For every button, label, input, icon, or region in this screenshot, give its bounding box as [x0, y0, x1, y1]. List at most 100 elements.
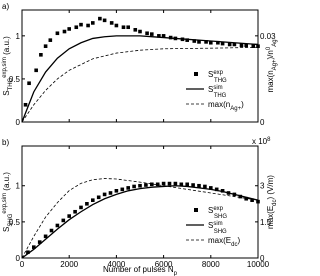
text-part: exp	[213, 70, 223, 76]
data-point	[220, 189, 225, 193]
text-part: 0	[266, 46, 272, 50]
data-point	[23, 102, 28, 107]
text-part: x 10	[252, 137, 268, 146]
plot-frame	[21, 9, 259, 123]
data-point	[39, 53, 43, 57]
y-tick-label: 0.5	[9, 75, 21, 84]
data-line	[21, 46, 259, 123]
data-point	[91, 198, 95, 202]
text-part: S	[2, 90, 11, 95]
data-point	[98, 16, 102, 21]
text-part: )	[241, 100, 244, 109]
legend-marker	[194, 208, 198, 212]
data-point	[48, 38, 53, 42]
data-point	[109, 21, 114, 25]
data-point	[61, 218, 66, 223]
text-part: max(n	[266, 70, 275, 92]
data-point	[121, 25, 126, 30]
text-part: S	[2, 227, 11, 232]
data-point	[185, 182, 189, 187]
data-point	[133, 28, 138, 32]
data-point	[150, 32, 154, 36]
legend-label: Sexp THG	[208, 70, 227, 84]
data-point	[67, 214, 71, 218]
text-part: S	[208, 206, 213, 215]
text-part: S	[208, 85, 213, 94]
data-point	[73, 209, 77, 214]
data-point	[185, 38, 189, 42]
x-tick-label: 0	[20, 260, 25, 269]
data-point	[114, 189, 119, 193]
data-point	[197, 40, 201, 44]
y-tick-label: 1	[16, 182, 21, 191]
data-line	[21, 185, 259, 259]
data-point	[132, 184, 136, 189]
legend-marker	[194, 72, 198, 76]
text-part: (a.u.)	[2, 36, 11, 57]
text-part: 8	[267, 137, 271, 143]
data-point	[220, 41, 225, 46]
text-part: )	[237, 236, 240, 245]
data-point	[55, 31, 60, 36]
data-point	[96, 195, 101, 200]
y2-tick-label: 0	[260, 118, 265, 127]
panel-label: a)	[2, 2, 9, 11]
data-point	[114, 23, 119, 28]
data-point	[161, 181, 166, 186]
data-point	[150, 182, 154, 187]
data-point	[250, 198, 254, 202]
text-part: dc	[272, 199, 278, 205]
x-tick-label: 6000	[155, 260, 173, 269]
data-line	[21, 35, 259, 123]
data-point	[256, 44, 260, 48]
text-part: S	[208, 70, 213, 79]
x-tick-label: 10000	[247, 260, 270, 269]
data-point	[155, 182, 160, 187]
data-point	[244, 196, 248, 201]
data-point	[43, 44, 48, 48]
data-point	[108, 191, 113, 195]
data-point	[26, 250, 30, 255]
data-point	[32, 245, 36, 249]
x-tick-label: 8000	[202, 260, 220, 269]
data-point	[179, 182, 184, 187]
data-point	[138, 183, 142, 188]
y-axis-label: SSHGexp,sim (a.u.)	[2, 172, 14, 232]
text-part: dc	[231, 242, 237, 248]
data-point	[37, 240, 42, 244]
data-point	[161, 34, 166, 38]
data-point	[191, 183, 195, 187]
data-point	[74, 25, 79, 30]
data-point	[138, 29, 142, 34]
y2-tick-label: 0	[260, 254, 265, 263]
data-point	[43, 234, 48, 239]
data-point	[232, 42, 237, 47]
data-point	[85, 202, 89, 206]
text-part: ) (V/m)	[266, 175, 275, 200]
data-point	[157, 34, 161, 38]
data-point	[27, 81, 31, 86]
data-point	[227, 42, 232, 47]
data-point	[102, 192, 107, 197]
data-point	[209, 40, 213, 45]
data-point	[192, 39, 197, 43]
data-point	[55, 223, 60, 228]
data-point	[126, 186, 130, 190]
text-part: max(n	[208, 100, 230, 109]
legend-label: max(nAg+)	[208, 100, 244, 112]
data-point	[173, 181, 178, 186]
data-point	[102, 18, 107, 23]
text-part: exp,sim	[2, 193, 8, 214]
y2-tick-label: 1.5	[260, 218, 272, 227]
legend-label: Ssim SHG	[208, 221, 227, 235]
y-tick-label: 0	[16, 254, 21, 263]
data-point	[197, 183, 201, 188]
y2-axis-label: max(nAg+)/n0Ag	[266, 39, 278, 92]
panel-label: b)	[2, 138, 9, 147]
data-point	[209, 186, 213, 190]
text-part: Ag	[272, 39, 278, 46]
y-tick-label: 0.5	[9, 218, 21, 227]
legend-label: max(Edc)	[208, 236, 240, 248]
data-point	[62, 29, 67, 34]
